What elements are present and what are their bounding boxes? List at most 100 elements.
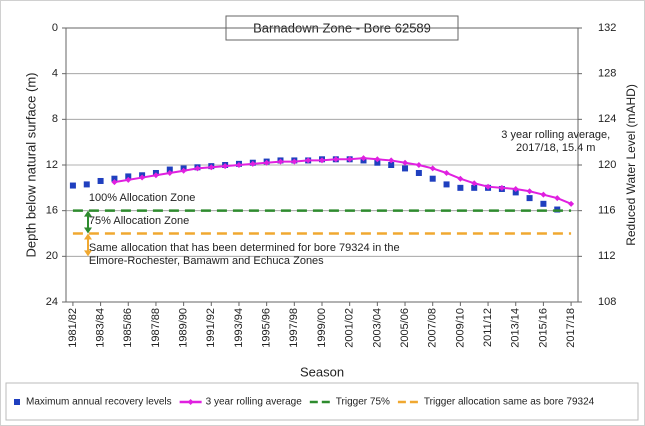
y2-tick-label: 112: [598, 250, 616, 262]
marker: [83, 181, 90, 188]
line-marker: [512, 185, 519, 192]
y-tick-label: 0: [52, 22, 58, 34]
x-tick-label: 1985/86: [122, 308, 134, 348]
marker: [402, 165, 409, 172]
annotation: Elmore-Rochester, Bamawm and Echuca Zone…: [89, 255, 324, 267]
line-marker: [180, 167, 187, 174]
line-marker: [374, 156, 381, 163]
line-marker: [263, 159, 270, 166]
line-marker: [443, 169, 450, 176]
y2-tick-label: 124: [598, 113, 616, 125]
x-tick-label: 1997/98: [288, 308, 300, 348]
line-marker: [305, 157, 312, 164]
y2-tick-label: 108: [598, 296, 616, 308]
legend-box: [5, 382, 639, 421]
line-marker: [194, 165, 201, 172]
line-marker: [360, 155, 367, 162]
y-axis-label: Depth below natural surface (m): [23, 73, 38, 258]
x-tick-label: 1999/00: [316, 308, 328, 348]
x-tick-label: 1995/96: [261, 308, 273, 348]
line-marker: [429, 165, 436, 172]
y-tick-label: 16: [46, 205, 58, 217]
x-tick-label: 1981/82: [67, 308, 79, 348]
x-axis-label: Season: [300, 364, 344, 379]
x-tick-label: 2007/08: [427, 308, 439, 348]
marker: [125, 173, 132, 180]
marker: [166, 166, 173, 173]
x-tick-label: 1991/92: [205, 308, 217, 348]
y2-tick-label: 116: [598, 205, 616, 217]
marker: [512, 189, 519, 196]
x-tick-label: 1983/84: [95, 308, 107, 348]
legend-label: Trigger 75%: [336, 397, 390, 408]
marker: [526, 195, 533, 202]
y2-tick-label: 120: [598, 159, 616, 171]
marker: [388, 162, 395, 168]
marker: [415, 169, 422, 176]
x-tick-label: 1989/90: [178, 308, 190, 348]
marker: [443, 181, 450, 188]
y-tick-label: 24: [46, 296, 58, 308]
line-marker: [277, 158, 284, 165]
line-marker: [346, 156, 353, 163]
line-marker: [554, 195, 561, 202]
x-tick-label: 1987/88: [150, 308, 162, 348]
marker: [471, 184, 478, 191]
annotation: 2017/18, 15.4 m: [516, 142, 596, 154]
line-marker: [415, 162, 422, 168]
y-tick-label: 4: [52, 68, 58, 80]
line-marker: [471, 180, 478, 187]
x-tick-label: 2011/12: [482, 308, 494, 347]
marker: [374, 159, 381, 166]
marker: [540, 200, 547, 207]
line-marker: [485, 183, 492, 190]
legend-marker: [187, 399, 194, 405]
line-marker: [291, 158, 298, 165]
y2-tick-label: 128: [598, 68, 616, 80]
legend-label: 3 year rolling average: [206, 397, 303, 408]
line-marker: [166, 169, 173, 176]
line-marker: [249, 160, 256, 167]
y-tick-label: 20: [46, 250, 58, 262]
line-marker: [526, 188, 533, 195]
y-tick-label: 12: [46, 159, 58, 171]
zone-arrow-head: [84, 233, 92, 257]
marker: [457, 184, 464, 191]
x-tick-label: 2003/04: [371, 308, 383, 348]
marker: [111, 175, 118, 182]
x-tick-label: 1993/94: [233, 308, 245, 348]
line-marker: [235, 162, 242, 168]
annotation: Same allocation that has been determined…: [89, 242, 400, 254]
marker: [69, 182, 76, 189]
legend-label: Trigger allocation same as bore 79324: [424, 397, 595, 408]
annotation: 75% Allocation Zone: [89, 215, 189, 227]
annotation: 3 year rolling average,: [501, 129, 610, 141]
annotation: 100% Allocation Zone: [89, 192, 195, 204]
line: [114, 157, 572, 205]
legend-marker: [14, 399, 20, 405]
line-marker: [457, 175, 464, 182]
x-tick-label: 2017/18: [565, 308, 577, 348]
x-tick-label: 2013/14: [510, 308, 522, 348]
marker: [429, 175, 436, 182]
y2-axis-label: Reduced Water Level (mAHD): [624, 84, 638, 246]
x-tick-label: 2015/16: [537, 308, 549, 348]
x-tick-label: 2009/10: [454, 308, 466, 348]
line-marker: [388, 157, 395, 164]
line-marker: [319, 157, 325, 164]
line-marker: [208, 164, 215, 171]
line-marker: [222, 163, 229, 170]
line-marker: [125, 176, 132, 183]
line-marker: [568, 200, 575, 207]
line-marker: [111, 179, 118, 186]
y-tick-label: 8: [52, 113, 58, 125]
marker: [97, 177, 104, 184]
legend-label: Maximum annual recovery levels: [26, 397, 172, 408]
line-marker: [402, 159, 409, 166]
line-marker: [152, 172, 159, 179]
zone-arrow-head: [84, 210, 92, 234]
line-marker: [498, 184, 505, 191]
line-marker: [139, 174, 146, 181]
